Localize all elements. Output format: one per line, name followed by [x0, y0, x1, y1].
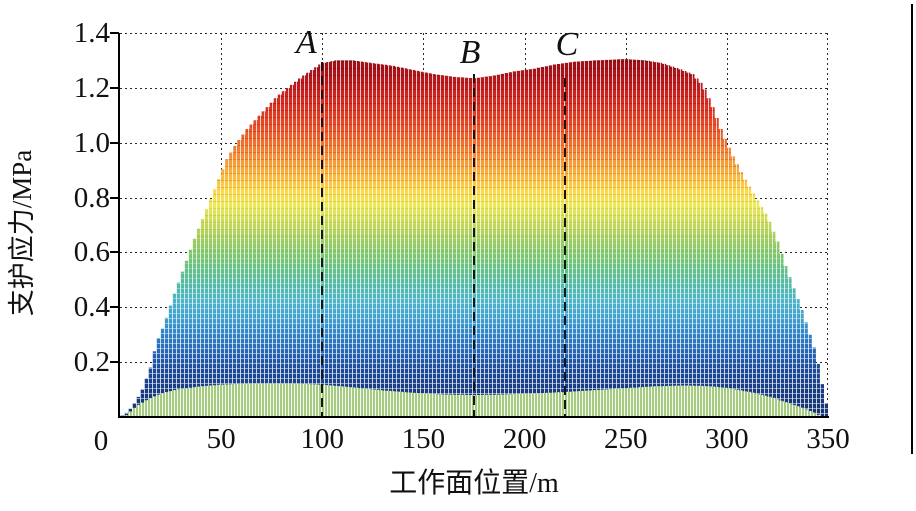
xtick-label-50: 50 [206, 423, 236, 455]
xtick-label-150: 150 [401, 423, 446, 455]
ytick-1.4 [110, 32, 119, 34]
xtick-label-200: 200 [502, 423, 547, 455]
gridline-x-350 [827, 33, 828, 417]
marker-line-A [321, 62, 324, 417]
xtick-label-250: 250 [603, 423, 648, 455]
xtick-label-350: 350 [806, 423, 850, 455]
gridline-y-1.4 [120, 33, 828, 34]
origin-tick-label: 0 [93, 425, 109, 457]
plot-area: A B C [120, 26, 828, 417]
marker-label-A: A [295, 24, 317, 61]
ytick-label-0.8: 0.8 [73, 181, 110, 214]
xtick-label-100: 100 [300, 423, 345, 455]
ytick-label-0.6: 0.6 [73, 236, 110, 269]
ytick-label-1.2: 1.2 [73, 71, 110, 104]
ytick-0.8 [110, 196, 119, 199]
y-axis-line [118, 33, 120, 418]
figure-edge-line [911, 4, 913, 454]
xtick-label-300: 300 [705, 423, 749, 455]
marker-label-C: C [555, 26, 579, 63]
ytick-1 [110, 141, 119, 144]
marker-line-B [473, 74, 475, 417]
ytick-0.6 [110, 251, 119, 254]
ytick-label-1: 1.0 [73, 126, 110, 159]
ytick-label-0.4: 0.4 [73, 291, 110, 324]
x-axis-line [118, 416, 829, 418]
ytick-0.4 [110, 306, 119, 309]
ytick-0.2 [110, 361, 119, 364]
ytick-1.2 [110, 86, 119, 89]
marker-line-C [564, 78, 566, 417]
y-axis-title: 支护应力/MPa [7, 149, 37, 317]
marker-label-B: B [459, 34, 481, 71]
x-axis-title: 工作面位置/m [389, 468, 559, 499]
ytick-label-1.4: 1.4 [73, 17, 110, 49]
ytick-label-0.2: 0.2 [73, 346, 110, 379]
